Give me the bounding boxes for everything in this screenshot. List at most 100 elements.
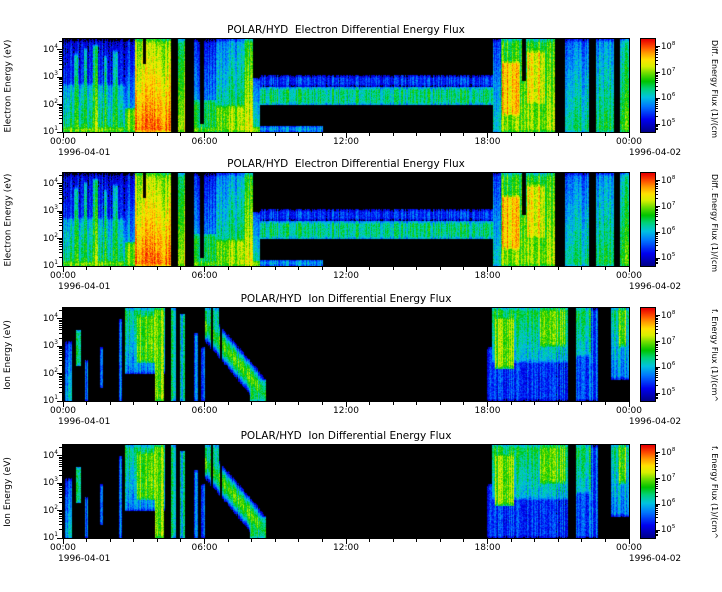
colorbar-tick [656,521,658,523]
x-axis-tick [227,267,229,270]
colorbar-tick-label: 108 [661,309,676,321]
colorbar [640,444,656,539]
y-axis-tick [59,106,62,108]
y-axis-tick [59,91,62,93]
y-tick-label: 103 [42,477,58,489]
y-tick-label: 104 [42,312,58,324]
colorbar-tick [656,453,658,455]
y-axis-tick [59,354,62,356]
y-axis-tick [59,511,62,513]
colorbar-tick-label: 107 [661,472,676,484]
x-axis-tick [298,539,300,542]
colorbar-tick [656,85,658,87]
y-axis-tick [57,373,62,375]
y-axis-label-text: Ion Energy (eV) [3,456,13,527]
colorbar-unit-label: f. Energy Flux (1)/(cm^ [710,446,719,540]
y-axis-tick [59,81,62,83]
colorbar-tick-label: 108 [661,446,676,458]
y-axis-tick [59,202,62,204]
x-axis-tick [62,133,64,138]
y-axis-tick [59,50,62,52]
y-axis-label-text: Electron Energy (eV) [3,173,13,266]
y-tick-label: 104 [42,449,58,461]
x-axis-tick [62,267,64,272]
spectrogram-panel-electron-2: POLAR/HYD Electron Differential Energy F… [0,138,722,292]
x-axis-tick [416,539,418,542]
colorbar-tick [656,377,658,379]
colorbar-tick [656,213,658,215]
colorbar-tick [656,193,658,195]
x-tick-label: 12:00 [333,406,359,416]
x-axis-tick [604,267,606,270]
y-axis-tick [59,321,62,323]
x-axis-tick [369,539,371,542]
y-axis-tick [59,512,62,514]
y-axis-tick [59,60,62,62]
x-tick-label: 00:00 [50,406,76,416]
y-axis-tick [59,474,62,476]
y-axis-tick [59,257,62,259]
x-axis-tick [321,539,323,542]
y-axis-tick [59,68,62,70]
colorbar-tick [656,507,658,509]
x-axis-tick [534,402,536,405]
y-axis-tick [57,455,62,457]
x-axis-tick [557,402,559,405]
colorbar-tick [656,184,658,186]
x-tick-label: 06:00 [191,543,218,553]
colorbar-tick [656,456,658,458]
spectrogram-canvas [63,308,629,401]
colorbar-tick [656,127,658,129]
colorbar-tick [656,341,660,343]
y-axis-tick [59,57,62,59]
x-axis-date-start: 1996-04-01 [58,417,111,427]
colorbar-tick [656,82,658,84]
colorbar-tick [656,124,658,126]
x-tick-label: 12:00 [333,271,359,281]
y-axis-tick [59,379,62,381]
colorbar-tick [656,111,658,113]
x-axis-date-start: 1996-04-01 [58,148,111,158]
colorbar-tick [656,185,658,187]
x-axis-tick [156,267,158,270]
x-axis-tick [581,267,583,270]
colorbar-tick [656,533,658,535]
x-axis-tick [251,133,253,136]
y-axis-tick [59,41,62,43]
colorbar-canvas [641,173,655,266]
colorbar-tick [656,374,658,376]
x-axis-tick [251,402,253,405]
colorbar-tick [656,242,658,244]
colorbar-tick [656,182,658,184]
y-axis-tick [57,400,62,402]
colorbar-tick [656,535,658,537]
x-axis-tick [392,539,394,542]
colorbar-tick [656,72,660,74]
x-axis-tick [604,539,606,542]
y-axis-tick [57,345,62,347]
x-axis-tick [204,539,205,544]
y-axis-tick [59,322,62,324]
colorbar-tick [656,530,658,532]
x-axis-tick [416,267,418,270]
x-axis-tick [392,267,394,270]
colorbar-tick [656,506,658,508]
colorbar-tick [656,263,658,265]
colorbar-tick [656,115,658,117]
y-axis-tick [59,501,62,503]
y-axis-tick [59,310,62,312]
x-axis-tick [133,402,135,405]
x-axis-tick [628,133,630,138]
x-axis-tick [109,267,111,270]
x-tick-label: 00:00 [616,406,642,416]
y-axis-tick [59,491,62,493]
x-axis-tick [86,133,88,136]
y-axis-tick [59,375,62,377]
x-axis-tick [628,539,630,544]
y-axis-tick [59,225,62,227]
x-axis-tick [345,267,347,272]
colorbar-tick [656,198,658,200]
x-axis-tick [298,267,300,270]
x-axis-tick [109,133,111,136]
y-axis-tick [59,85,62,87]
